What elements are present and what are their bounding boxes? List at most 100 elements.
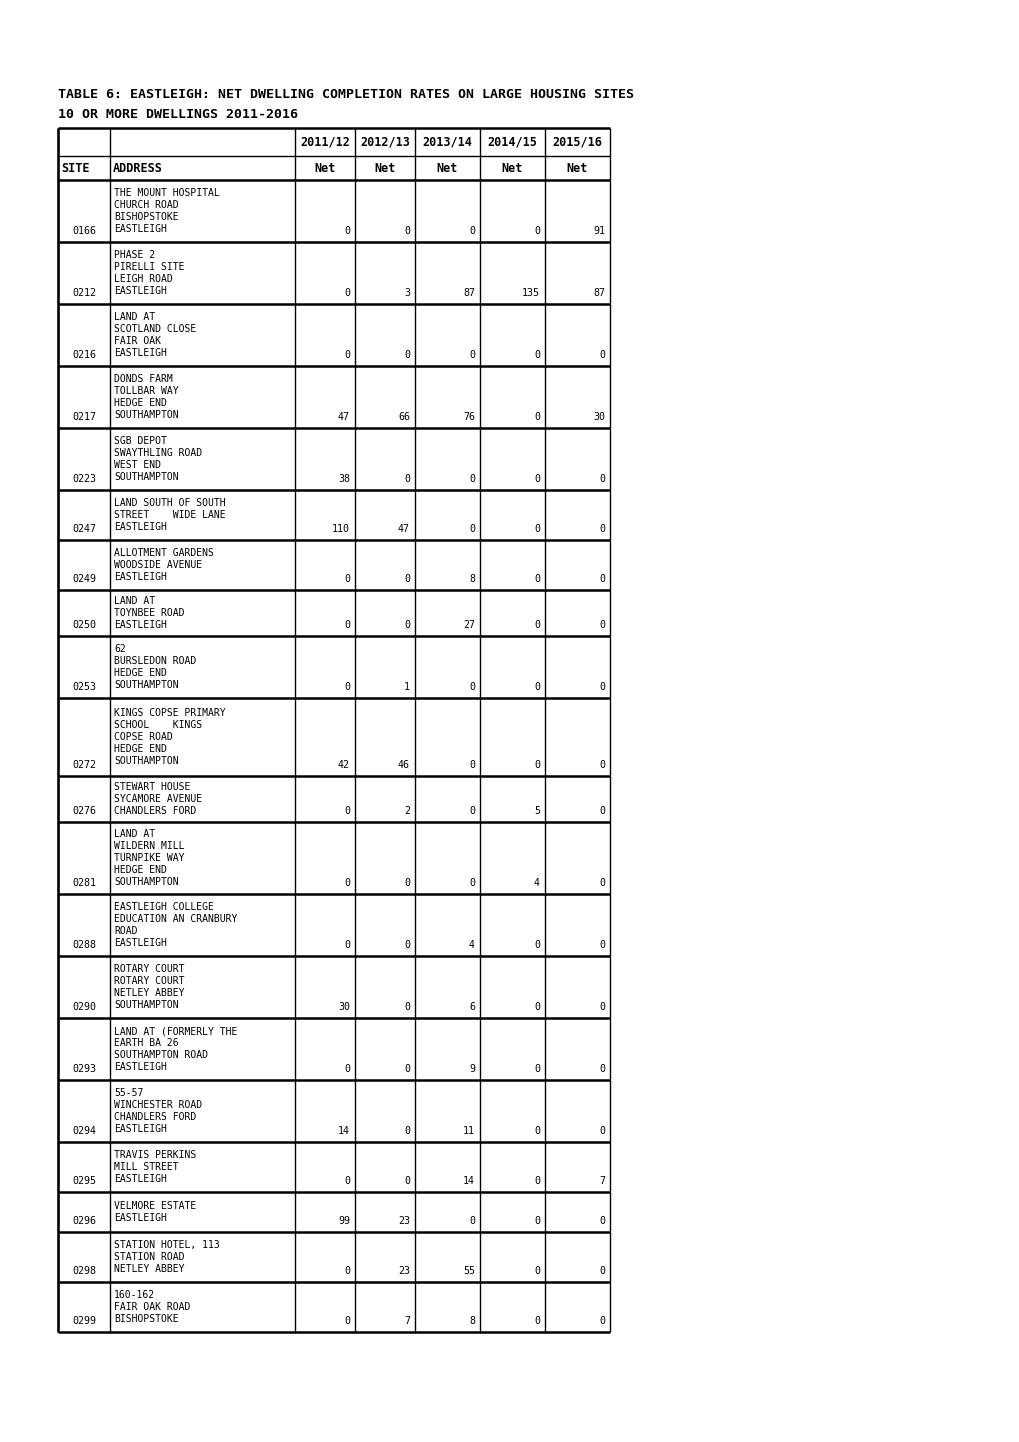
Text: VELMORE ESTATE: VELMORE ESTATE [114, 1201, 196, 1211]
Text: STREET    WIDE LANE: STREET WIDE LANE [114, 510, 225, 521]
Text: 0: 0 [343, 574, 350, 584]
Text: 76: 76 [463, 412, 475, 423]
Text: NETLEY ABBEY: NETLEY ABBEY [114, 988, 184, 998]
Text: 5: 5 [534, 806, 539, 816]
Text: SYCAMORE AVENUE: SYCAMORE AVENUE [114, 795, 202, 805]
Text: 0216: 0216 [72, 350, 96, 360]
Text: 0: 0 [534, 682, 539, 692]
Text: HEDGE END: HEDGE END [114, 865, 167, 875]
Text: 0: 0 [343, 878, 350, 888]
Text: 0: 0 [404, 350, 410, 360]
Text: 0: 0 [598, 682, 604, 692]
Text: 4: 4 [534, 878, 539, 888]
Text: 0: 0 [343, 806, 350, 816]
Text: TRAVIS PERKINS: TRAVIS PERKINS [114, 1151, 196, 1159]
Text: 91: 91 [592, 226, 604, 236]
Text: 0223: 0223 [72, 474, 96, 485]
Text: 0: 0 [404, 620, 410, 630]
Text: Net: Net [567, 162, 588, 174]
Text: 0: 0 [343, 1266, 350, 1276]
Text: WILDERN MILL: WILDERN MILL [114, 841, 184, 851]
Text: EARTH BA 26: EARTH BA 26 [114, 1038, 178, 1048]
Text: 0272: 0272 [72, 760, 96, 770]
Text: LAND SOUTH OF SOUTH: LAND SOUTH OF SOUTH [114, 497, 225, 508]
Text: HEDGE END: HEDGE END [114, 744, 167, 754]
Text: PIRELLI SITE: PIRELLI SITE [114, 262, 184, 273]
Text: 30: 30 [337, 1002, 350, 1012]
Text: MILL STREET: MILL STREET [114, 1162, 178, 1172]
Text: 0: 0 [598, 1317, 604, 1327]
Text: 0: 0 [534, 412, 539, 423]
Text: 0288: 0288 [72, 940, 96, 950]
Text: STATION HOTEL, 113: STATION HOTEL, 113 [114, 1240, 219, 1250]
Text: 0: 0 [534, 940, 539, 950]
Text: CHANDLERS FORD: CHANDLERS FORD [114, 806, 196, 816]
Text: 0: 0 [534, 1126, 539, 1136]
Text: SGB DEPOT: SGB DEPOT [114, 435, 167, 446]
Text: 0: 0 [598, 1002, 604, 1012]
Text: SOUTHAMPTON: SOUTHAMPTON [114, 999, 178, 1009]
Text: 0: 0 [534, 1317, 539, 1327]
Text: 4: 4 [469, 940, 475, 950]
Text: 0281: 0281 [72, 878, 96, 888]
Text: 10 OR MORE DWELLINGS 2011-2016: 10 OR MORE DWELLINGS 2011-2016 [58, 108, 298, 121]
Text: 0: 0 [469, 878, 475, 888]
Text: COPSE ROAD: COPSE ROAD [114, 733, 172, 743]
Text: 0: 0 [534, 574, 539, 584]
Text: 0: 0 [404, 474, 410, 485]
Text: BISHOPSTOKE: BISHOPSTOKE [114, 212, 178, 222]
Text: EDUCATION AN CRANBURY: EDUCATION AN CRANBURY [114, 914, 237, 924]
Text: 0: 0 [534, 474, 539, 485]
Text: ALLOTMENT GARDENS: ALLOTMENT GARDENS [114, 548, 214, 558]
Text: 0: 0 [598, 1266, 604, 1276]
Text: 0: 0 [404, 1126, 410, 1136]
Text: TOYNBEE ROAD: TOYNBEE ROAD [114, 609, 184, 619]
Text: HEDGE END: HEDGE END [114, 398, 167, 408]
Text: 0: 0 [534, 760, 539, 770]
Text: ADDRESS: ADDRESS [113, 162, 163, 174]
Text: LAND AT: LAND AT [114, 596, 155, 606]
Text: 27: 27 [463, 620, 475, 630]
Text: WOODSIDE AVENUE: WOODSIDE AVENUE [114, 559, 202, 570]
Text: 0: 0 [404, 226, 410, 236]
Text: 0250: 0250 [72, 620, 96, 630]
Text: 0296: 0296 [72, 1216, 96, 1226]
Text: 47: 47 [337, 412, 350, 423]
Text: SOUTHAMPTON: SOUTHAMPTON [114, 756, 178, 766]
Text: 99: 99 [337, 1216, 350, 1226]
Text: 0: 0 [534, 620, 539, 630]
Text: 0: 0 [534, 1064, 539, 1074]
Text: 0: 0 [598, 1064, 604, 1074]
Text: SOUTHAMPTON ROAD: SOUTHAMPTON ROAD [114, 1050, 208, 1060]
Text: FAIR OAK: FAIR OAK [114, 336, 161, 346]
Text: THE MOUNT HOSPITAL: THE MOUNT HOSPITAL [114, 187, 219, 198]
Text: 0: 0 [469, 523, 475, 534]
Text: 0: 0 [598, 878, 604, 888]
Text: SITE: SITE [61, 162, 90, 174]
Text: 0: 0 [404, 574, 410, 584]
Text: STATION ROAD: STATION ROAD [114, 1252, 184, 1262]
Text: 42: 42 [337, 760, 350, 770]
Text: 2015/16: 2015/16 [552, 136, 602, 149]
Text: 0290: 0290 [72, 1002, 96, 1012]
Text: 14: 14 [463, 1177, 475, 1185]
Text: EASTLEIGH COLLEGE: EASTLEIGH COLLEGE [114, 903, 214, 911]
Text: TABLE 6: EASTLEIGH: NET DWELLING COMPLETION RATES ON LARGE HOUSING SITES: TABLE 6: EASTLEIGH: NET DWELLING COMPLET… [58, 88, 634, 101]
Text: TOLLBAR WAY: TOLLBAR WAY [114, 386, 178, 397]
Text: 0: 0 [343, 682, 350, 692]
Text: Net: Net [314, 162, 335, 174]
Text: 0: 0 [404, 940, 410, 950]
Text: 0: 0 [598, 940, 604, 950]
Text: 0: 0 [469, 350, 475, 360]
Text: 0253: 0253 [72, 682, 96, 692]
Text: WEST END: WEST END [114, 460, 161, 470]
Text: 23: 23 [397, 1216, 410, 1226]
Text: 0: 0 [598, 1126, 604, 1136]
Text: CHANDLERS FORD: CHANDLERS FORD [114, 1112, 196, 1122]
Text: 6: 6 [469, 1002, 475, 1012]
Text: 0276: 0276 [72, 806, 96, 816]
Text: 0: 0 [534, 523, 539, 534]
Text: SOUTHAMPTON: SOUTHAMPTON [114, 472, 178, 482]
Text: Net: Net [436, 162, 458, 174]
Text: 62: 62 [114, 645, 125, 655]
